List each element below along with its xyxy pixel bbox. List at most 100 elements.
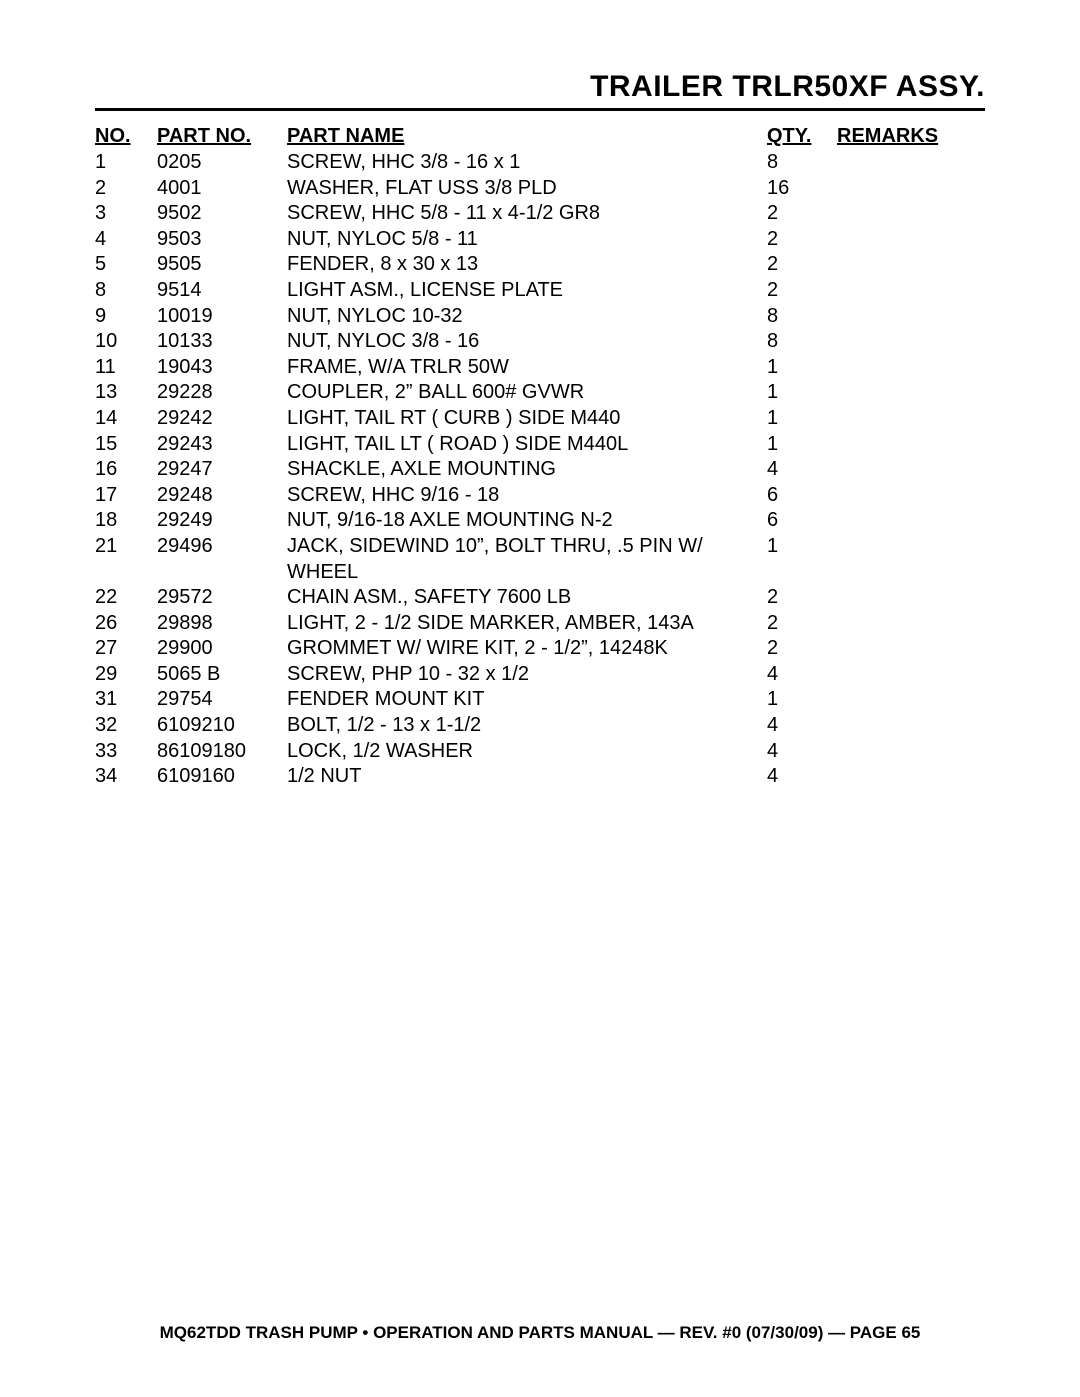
cell-part-no: 29248: [157, 483, 287, 509]
cell-remarks: [837, 355, 985, 381]
cell-part-no: 29754: [157, 687, 287, 713]
cell-remarks: [837, 662, 985, 688]
cell-remarks: [837, 739, 985, 765]
table-row: 59505FENDER, 8 x 30 x 132: [95, 252, 985, 278]
table-row: 24001WASHER, FLAT USS 3/8 PLD16: [95, 176, 985, 202]
cell-part-name: LIGHT, TAIL RT ( CURB ) SIDE M440: [287, 406, 767, 432]
cell-no: 4: [95, 227, 157, 253]
cell-part-name: CHAIN ASM., SAFETY 7600 LB: [287, 585, 767, 611]
cell-part-no: 86109180: [157, 739, 287, 765]
cell-remarks: [837, 380, 985, 406]
table-row: 2729900GROMMET W/ WIRE KIT, 2 - 1/2”, 14…: [95, 636, 985, 662]
cell-remarks: [837, 764, 985, 790]
cell-remarks: [837, 611, 985, 637]
cell-part-name: SCREW, HHC 5/8 - 11 x 4-1/2 GR8: [287, 201, 767, 227]
cell-qty: 8: [767, 329, 837, 355]
cell-qty: 2: [767, 611, 837, 637]
cell-part-no: 10019: [157, 304, 287, 330]
cell-part-name: GROMMET W/ WIRE KIT, 2 - 1/2”, 14248K: [287, 636, 767, 662]
table-row: 3129754FENDER MOUNT KIT1: [95, 687, 985, 713]
header-part-no: PART NO.: [157, 125, 287, 150]
cell-remarks: [837, 150, 985, 176]
cell-part-name: JACK, SIDEWIND 10”, BOLT THRU, .5 PIN W/…: [287, 534, 767, 585]
cell-part-name: NUT, NYLOC 5/8 - 11: [287, 227, 767, 253]
table-row: 295065 BSCREW, PHP 10 - 32 x 1/24: [95, 662, 985, 688]
cell-qty: 16: [767, 176, 837, 202]
cell-part-no: 29243: [157, 432, 287, 458]
cell-qty: 1: [767, 534, 837, 585]
table-header-row: NO. PART NO. PART NAME QTY. REMARKS: [95, 125, 985, 150]
cell-remarks: [837, 457, 985, 483]
table-row: 1010133NUT, NYLOC 3/8 - 168: [95, 329, 985, 355]
cell-part-name: SHACKLE, AXLE MOUNTING: [287, 457, 767, 483]
cell-qty: 1: [767, 355, 837, 381]
cell-no: 26: [95, 611, 157, 637]
header-qty: QTY.: [767, 125, 837, 150]
cell-remarks: [837, 227, 985, 253]
cell-part-no: 10133: [157, 329, 287, 355]
cell-part-no: 9502: [157, 201, 287, 227]
cell-qty: 4: [767, 713, 837, 739]
parts-table: NO. PART NO. PART NAME QTY. REMARKS 1020…: [95, 125, 985, 790]
cell-qty: 1: [767, 432, 837, 458]
cell-no: 1: [95, 150, 157, 176]
cell-part-no: 29572: [157, 585, 287, 611]
cell-qty: 2: [767, 278, 837, 304]
table-row: 3386109180LOCK, 1/2 WASHER4: [95, 739, 985, 765]
table-row: 49503NUT, NYLOC 5/8 - 112: [95, 227, 985, 253]
header-remarks: REMARKS: [837, 125, 985, 150]
cell-no: 8: [95, 278, 157, 304]
cell-no: 5: [95, 252, 157, 278]
cell-part-name: BOLT, 1/2 - 13 x 1-1/2: [287, 713, 767, 739]
cell-part-name: FRAME, W/A TRLR 50W: [287, 355, 767, 381]
cell-no: 33: [95, 739, 157, 765]
cell-no: 34: [95, 764, 157, 790]
table-row: 89514LIGHT ASM., LICENSE PLATE2: [95, 278, 985, 304]
cell-qty: 1: [767, 687, 837, 713]
cell-part-name: NUT, NYLOC 10-32: [287, 304, 767, 330]
cell-no: 15: [95, 432, 157, 458]
cell-no: 18: [95, 508, 157, 534]
cell-no: 27: [95, 636, 157, 662]
cell-part-no: 29228: [157, 380, 287, 406]
cell-part-name: NUT, 9/16-18 AXLE MOUNTING N-2: [287, 508, 767, 534]
cell-part-name: LIGHT ASM., LICENSE PLATE: [287, 278, 767, 304]
cell-qty: 4: [767, 764, 837, 790]
cell-qty: 1: [767, 406, 837, 432]
table-row: 2229572CHAIN ASM., SAFETY 7600 LB2: [95, 585, 985, 611]
cell-qty: 2: [767, 636, 837, 662]
table-row: 1829249NUT, 9/16-18 AXLE MOUNTING N-26: [95, 508, 985, 534]
cell-part-no: 9514: [157, 278, 287, 304]
cell-part-no: 0205: [157, 150, 287, 176]
cell-qty: 2: [767, 585, 837, 611]
table-row: 1729248SCREW, HHC 9/16 - 186: [95, 483, 985, 509]
cell-part-name: FENDER, 8 x 30 x 13: [287, 252, 767, 278]
table-row: 1429242LIGHT, TAIL RT ( CURB ) SIDE M440…: [95, 406, 985, 432]
title-rule: [95, 108, 985, 111]
cell-qty: 6: [767, 508, 837, 534]
cell-no: 14: [95, 406, 157, 432]
cell-part-no: 4001: [157, 176, 287, 202]
cell-remarks: [837, 483, 985, 509]
cell-no: 10: [95, 329, 157, 355]
cell-remarks: [837, 304, 985, 330]
cell-remarks: [837, 687, 985, 713]
table-row: 3461091601/2 NUT4: [95, 764, 985, 790]
table-row: 1629247SHACKLE, AXLE MOUNTING4: [95, 457, 985, 483]
cell-no: 22: [95, 585, 157, 611]
cell-part-name: COUPLER, 2” BALL 600# GVWR: [287, 380, 767, 406]
header-part-name: PART NAME: [287, 125, 767, 150]
cell-remarks: [837, 278, 985, 304]
cell-part-no: 29900: [157, 636, 287, 662]
cell-remarks: [837, 508, 985, 534]
cell-no: 31: [95, 687, 157, 713]
cell-part-no: 29898: [157, 611, 287, 637]
cell-part-no: 9503: [157, 227, 287, 253]
cell-no: 21: [95, 534, 157, 585]
cell-remarks: [837, 585, 985, 611]
cell-remarks: [837, 432, 985, 458]
cell-remarks: [837, 636, 985, 662]
cell-qty: 1: [767, 380, 837, 406]
cell-part-no: 19043: [157, 355, 287, 381]
table-row: 2629898LIGHT, 2 - 1/2 SIDE MARKER, AMBER…: [95, 611, 985, 637]
